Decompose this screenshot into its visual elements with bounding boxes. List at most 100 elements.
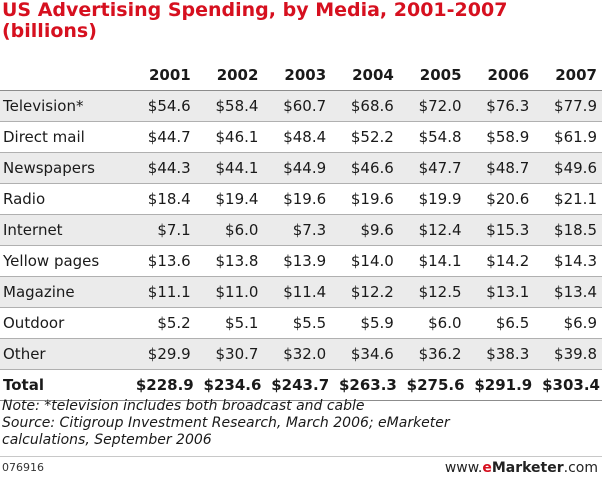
table-cell: $49.6 [534,152,602,184]
table-cell: $52.2 [331,121,399,153]
total-cell: $263.3 [331,369,399,401]
table-cell: $14.1 [398,245,467,277]
table-cell: $19.6 [263,183,332,215]
total-cell: $303.4 [534,369,602,401]
data-table-container: 2001 2002 2003 2004 2005 2006 2007 Television*… [0,60,602,401]
table-cell: $13.9 [263,245,332,277]
table-row: Direct mail $44.7 $46.1 $48.4 $52.2 $54.8 $58.… [0,121,602,153]
total-label: Total [0,369,129,401]
table-cell: $54.6 [128,90,196,122]
brand-suffix: .com [563,460,598,476]
row-label: Direct mail [0,121,129,153]
table-cell: $68.6 [331,90,399,122]
spending-table: 2001 2002 2003 2004 2005 2006 2007 Television*… [0,60,602,401]
table-cell: $19.6 [331,183,399,215]
table-cell: $18.5 [534,214,602,246]
total-row: Total $228.9 $234.6 $243.7 $263.3 $275.6 $291.… [0,369,602,401]
total-cell: $275.6 [398,369,467,401]
table-cell: $11.4 [263,276,332,308]
table-cell: $13.6 [128,245,196,277]
total-cell: $291.9 [466,369,535,401]
total-cell: $234.6 [195,369,264,401]
table-cell: $46.6 [331,152,399,184]
table-row: Outdoor $5.2 $5.1 $5.5 $5.9 $6.0 $6.5 $6.9 [0,307,602,339]
table-cell: $13.4 [534,276,602,308]
table-cell: $11.1 [128,276,196,308]
table-cell: $12.5 [398,276,467,308]
table-row: Other $29.9 $30.7 $32.0 $34.6 $36.2 $38.3 $39.8 [0,338,602,370]
table-cell: $7.3 [263,214,332,246]
table-cell: $29.9 [128,338,196,370]
table-cell: $47.7 [398,152,467,184]
column-header: 2006 [466,60,535,91]
table-cell: $19.9 [398,183,467,215]
row-label: Magazine [0,276,129,308]
table-cell: $5.1 [195,307,264,339]
table-cell: $30.7 [195,338,264,370]
table-cell: $13.8 [195,245,264,277]
row-label: Internet [0,214,129,246]
table-row: Yellow pages $13.6 $13.8 $13.9 $14.0 $14.1 $14… [0,245,602,277]
table-cell: $39.8 [534,338,602,370]
table-cell: $18.4 [128,183,196,215]
table-cell: $19.4 [195,183,264,215]
source-line: Source: Citigroup Investment Research, M… [2,415,450,431]
header-row: 2001 2002 2003 2004 2005 2006 2007 [0,60,602,91]
table-cell: $77.9 [534,90,602,122]
table-cell: $72.0 [398,90,467,122]
table-cell: $48.4 [263,121,332,153]
column-header: 2003 [263,60,332,91]
table-cell: $12.2 [331,276,399,308]
brand-e: e [482,460,492,476]
table-cell: $61.9 [534,121,602,153]
column-header: 2001 [128,60,196,91]
table-cell: $5.9 [331,307,399,339]
table-row: Newspapers $44.3 $44.1 $44.9 $46.6 $47.7 $48.7… [0,152,602,184]
table-cell: $44.7 [128,121,196,153]
table-cell: $14.0 [331,245,399,277]
table-cell: $7.1 [128,214,196,246]
table-cell: $13.1 [466,276,535,308]
table-cell: $44.3 [128,152,196,184]
table-row: Magazine $11.1 $11.0 $11.4 $12.2 $12.5 $13.1 $1… [0,276,602,308]
column-header: 2004 [331,60,399,91]
footer-bar: 076916 www.eMarketer.com [0,456,602,481]
table-cell: $54.8 [398,121,467,153]
column-header: 2005 [398,60,467,91]
table-cell: $6.9 [534,307,602,339]
table-cell: $46.1 [195,121,264,153]
table-cell: $15.3 [466,214,535,246]
table-cell: $14.3 [534,245,602,277]
table-cell: $36.2 [398,338,467,370]
table-body: Television* $54.6 $58.4 $60.7 $68.6 $72.0 $76.… [0,90,602,370]
table-cell: $44.9 [263,152,332,184]
total-cell: $243.7 [263,369,332,401]
table-cell: $11.0 [195,276,264,308]
table-cell: $76.3 [466,90,535,122]
title-line: US Advertising Spending, by Media, 2001-… [2,0,508,21]
table-cell: $32.0 [263,338,332,370]
table-cell: $14.2 [466,245,535,277]
brand-logo: www.eMarketer.com [445,460,598,476]
table-cell: $60.7 [263,90,332,122]
table-cell: $58.4 [195,90,264,122]
brand-name: Marketer [491,460,564,476]
row-label: Yellow pages [0,245,129,277]
table-cell: $5.2 [128,307,196,339]
note-line: Note: *television includes both broadcas… [2,398,365,414]
table-row: Internet $7.1 $6.0 $7.3 $9.6 $12.4 $15.3 $18.5 [0,214,602,246]
table-cell: $44.1 [195,152,264,184]
table-cell: $5.5 [263,307,332,339]
table-cell: $48.7 [466,152,535,184]
notes-block: Note: *television includes both broadcas… [2,398,450,449]
brand-prefix: www. [444,460,483,476]
column-header: 2002 [195,60,264,91]
table-cell: $34.6 [331,338,399,370]
total-cell: $228.9 [128,369,196,401]
table-cell: $6.0 [398,307,467,339]
table-cell: $6.0 [195,214,264,246]
table-footer: Total $228.9 $234.6 $243.7 $263.3 $275.6 $291.… [0,369,602,401]
chart-code: 076916 [2,461,44,474]
row-label: Television* [0,90,129,122]
table-row: Television* $54.6 $58.4 $60.7 $68.6 $72.0 $76.… [0,90,602,122]
